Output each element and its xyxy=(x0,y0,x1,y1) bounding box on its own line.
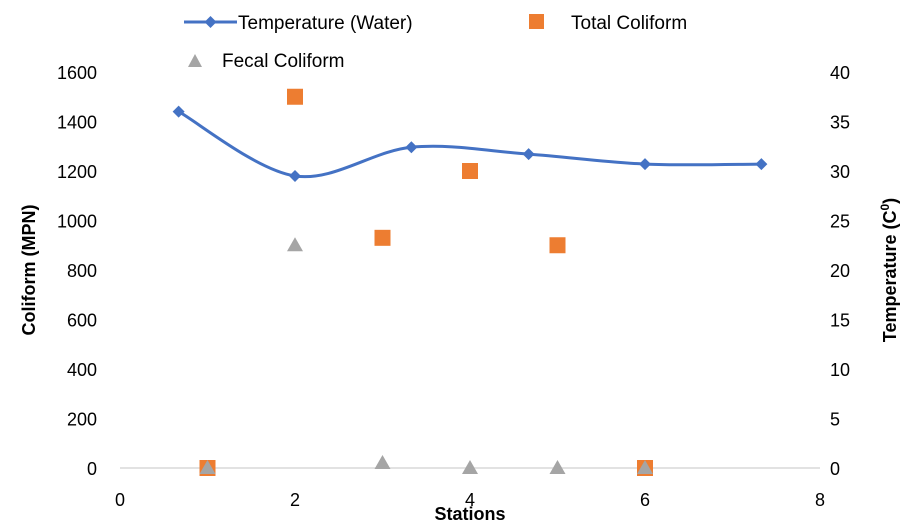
x-tick-label: 8 xyxy=(815,490,825,510)
y-right-tick-labels: 0 5 10 15 20 25 30 35 40 xyxy=(830,63,850,479)
data-point-triangle xyxy=(462,460,478,474)
y-right-axis-title-superscript: 0 xyxy=(878,203,892,210)
data-point-square xyxy=(549,237,566,254)
x-tick-label: 0 xyxy=(115,490,125,510)
y-right-axis-title-main: Temperature (C xyxy=(880,210,900,342)
series-fecal-coliform xyxy=(199,237,653,474)
data-point-diamond xyxy=(522,148,535,161)
y-right-tick-label: 20 xyxy=(830,261,850,281)
y-left-tick-label: 400 xyxy=(67,360,97,380)
legend-fecal-coliform-marker xyxy=(188,54,202,67)
legend-fecal-coliform-label: Fecal Coliform xyxy=(222,51,344,72)
y-left-tick-label: 200 xyxy=(67,410,97,430)
y-right-axis-title: Temperature (C0) xyxy=(878,198,900,342)
y-right-tick-label: 0 xyxy=(830,459,840,479)
data-point-diamond xyxy=(755,158,768,171)
legend: Temperature (Water) Total Coliform Fecal… xyxy=(184,13,687,72)
y-left-axis-title: Coliform (MPN) xyxy=(19,205,39,336)
legend-temperature-label: Temperature (Water) xyxy=(238,13,413,34)
x-tick-label: 6 xyxy=(640,490,650,510)
x-tick-label: 2 xyxy=(290,490,300,510)
y-left-tick-label: 800 xyxy=(67,261,97,281)
y-right-tick-label: 25 xyxy=(830,212,850,232)
data-point-square xyxy=(462,163,478,179)
y-left-tick-label: 1400 xyxy=(57,113,97,133)
data-point-diamond xyxy=(172,105,185,118)
y-right-tick-label: 40 xyxy=(830,63,850,83)
data-point-triangle xyxy=(374,455,391,470)
y-right-tick-label: 5 xyxy=(830,410,840,430)
y-left-tick-label: 1200 xyxy=(57,162,97,182)
legend-total-coliform-marker xyxy=(529,14,544,29)
data-point-square xyxy=(287,88,303,105)
y-right-tick-label: 30 xyxy=(830,162,850,182)
data-point-diamond xyxy=(405,141,418,154)
y-left-tick-labels: 0 200 400 600 800 1000 1200 1400 1600 xyxy=(57,63,97,479)
y-right-tick-label: 10 xyxy=(830,360,850,380)
data-point-diamond xyxy=(639,158,651,171)
series-line xyxy=(177,110,762,179)
data-point-triangle xyxy=(637,460,653,474)
plot-series xyxy=(172,88,768,476)
x-axis-title: Stations xyxy=(434,504,505,524)
legend-item-total-coliform: Total Coliform xyxy=(529,13,687,34)
data-point-triangle xyxy=(199,460,216,474)
data-point-triangle xyxy=(287,237,303,252)
y-right-axis-title-close: ) xyxy=(880,198,900,204)
legend-item-temperature: Temperature (Water) xyxy=(184,13,413,34)
data-point-triangle xyxy=(549,460,566,474)
x-tick-labels: 0 2 4 6 8 xyxy=(115,490,825,510)
y-left-tick-label: 1000 xyxy=(57,212,97,232)
y-right-tick-label: 15 xyxy=(830,311,850,331)
y-left-tick-label: 1600 xyxy=(57,63,97,83)
series-temperature-water xyxy=(172,105,768,182)
y-right-tick-label: 35 xyxy=(830,113,850,133)
y-left-tick-label: 0 xyxy=(87,459,97,479)
legend-total-coliform-label: Total Coliform xyxy=(571,13,687,34)
data-point-diamond xyxy=(289,169,301,182)
legend-item-fecal-coliform: Fecal Coliform xyxy=(188,51,344,72)
data-point-square xyxy=(374,229,391,246)
x-tick-label: 4 xyxy=(465,490,475,510)
legend-temperature-marker xyxy=(204,16,217,28)
y-left-tick-label: 600 xyxy=(67,311,97,331)
